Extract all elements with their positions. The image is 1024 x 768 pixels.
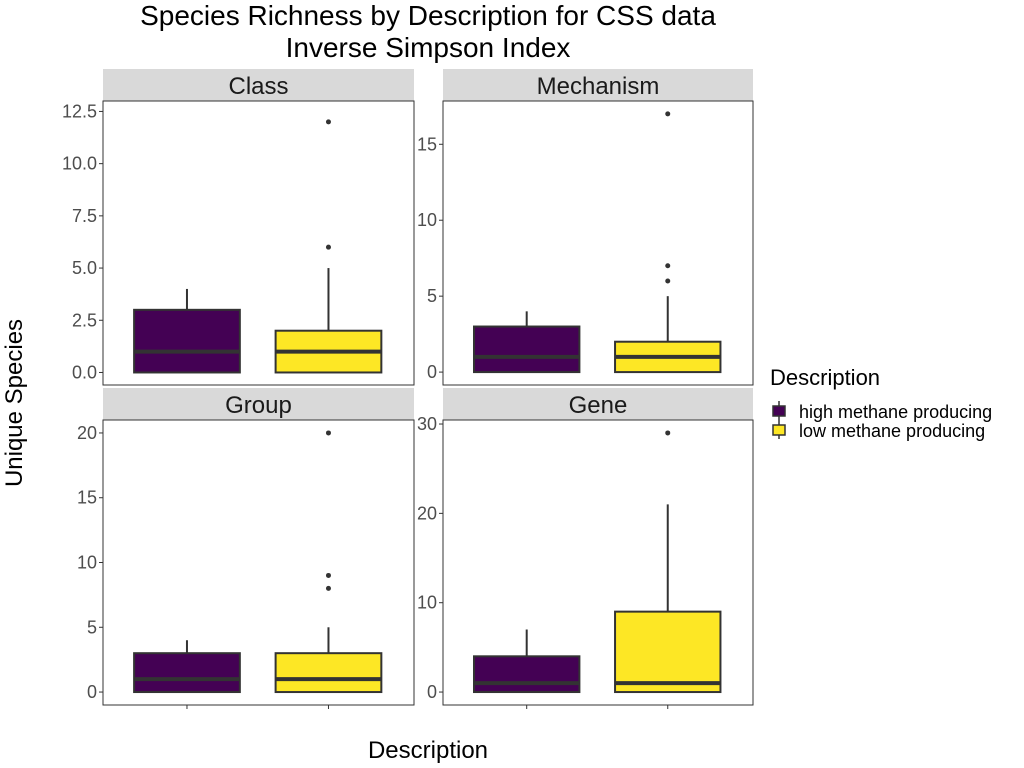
outlier-point — [325, 119, 331, 125]
strip-label-mechanism: Mechanism — [537, 73, 660, 100]
y-tick-label-class: 2.5 — [72, 310, 97, 330]
facet-panels: Class 0.0 2.5 5.0 7.5 10.0 12.5 Mechanism 0 5 10 15… — [62, 69, 754, 709]
y-tick-label-group: 20 — [77, 423, 97, 443]
y-tick-label-class: 10.0 — [62, 154, 97, 174]
panel-class: Class 0.0 2.5 5.0 7.5 10.0 12.5 — [62, 69, 415, 386]
outlier-point — [325, 572, 331, 578]
box-class-high-methane-producing — [133, 288, 241, 374]
y-tick-label-class: 7.5 — [72, 206, 97, 226]
legend-key-swatch — [772, 424, 786, 436]
box-iqr — [274, 652, 383, 694]
y-tick-label-group: 0 — [87, 682, 97, 702]
box-iqr — [133, 652, 241, 694]
x-axis-title: Description — [368, 737, 488, 764]
outlier-point — [665, 263, 671, 269]
panel-mechanism: Mechanism 0 5 10 15 — [417, 69, 754, 386]
outlier-point — [325, 244, 331, 250]
y-axis-title: Unique Species — [1, 319, 28, 487]
y-tick-label-gene: 30 — [417, 414, 437, 434]
strip-group — [103, 388, 414, 420]
box-iqr — [473, 655, 581, 694]
box-iqr — [473, 325, 581, 374]
legend-label: low methane producing — [799, 421, 985, 441]
y-tick-label-mechanism: 0 — [427, 362, 437, 382]
y-tick-label-gene: 10 — [417, 593, 437, 613]
chart-title-line-1: Species Richness by Description for CSS … — [140, 0, 716, 31]
panel-gene: Gene 0 10 20 30 — [417, 388, 754, 709]
outlier-point — [665, 430, 671, 436]
strip-class — [103, 69, 414, 101]
y-tick-label-gene: 0 — [427, 682, 437, 702]
y-tick-label-class: 5.0 — [72, 258, 97, 278]
box-group-low-methane-producing — [274, 430, 383, 694]
box-gene-low-methane-producing — [614, 430, 722, 694]
y-tick-label-group: 15 — [77, 488, 97, 508]
y-tick-label-class: 0.0 — [72, 362, 97, 382]
box-iqr — [614, 610, 722, 694]
legend-key-swatch — [772, 405, 786, 417]
strip-label-class: Class — [228, 73, 288, 100]
y-tick-label-gene: 20 — [417, 503, 437, 523]
outlier-point — [325, 585, 331, 591]
y-tick-label-mechanism: 5 — [427, 286, 437, 306]
strip-mechanism — [443, 69, 753, 101]
box-iqr — [133, 308, 241, 374]
box-gene-high-methane-producing — [473, 629, 581, 694]
box-mechanism-high-methane-producing — [473, 311, 581, 374]
y-tick-label-group: 5 — [87, 617, 97, 637]
legend-item-high-methane-producing: high methane producing — [772, 401, 992, 422]
strip-label-gene: Gene — [569, 392, 628, 419]
legend-title: Description — [770, 365, 880, 390]
strip-gene — [443, 388, 753, 420]
y-tick-label-group: 10 — [77, 553, 97, 573]
outlier-point — [665, 111, 671, 117]
y-tick-label-class: 12.5 — [62, 101, 97, 121]
legend-item-low-methane-producing: low methane producing — [772, 420, 985, 441]
panel-group: Group 0 5 10 15 20 — [77, 388, 415, 709]
box-mechanism-low-methane-producing — [614, 111, 722, 374]
y-tick-label-mechanism: 10 — [417, 210, 437, 230]
legend-label: high methane producing — [799, 402, 992, 422]
strip-label-group: Group — [225, 392, 292, 419]
box-group-high-methane-producing — [133, 640, 241, 694]
box-class-low-methane-producing — [274, 119, 383, 374]
outlier-point — [665, 278, 671, 284]
y-tick-label-mechanism: 15 — [417, 134, 437, 154]
outlier-point — [325, 430, 331, 436]
chart-title-line-2: Inverse Simpson Index — [286, 32, 571, 63]
